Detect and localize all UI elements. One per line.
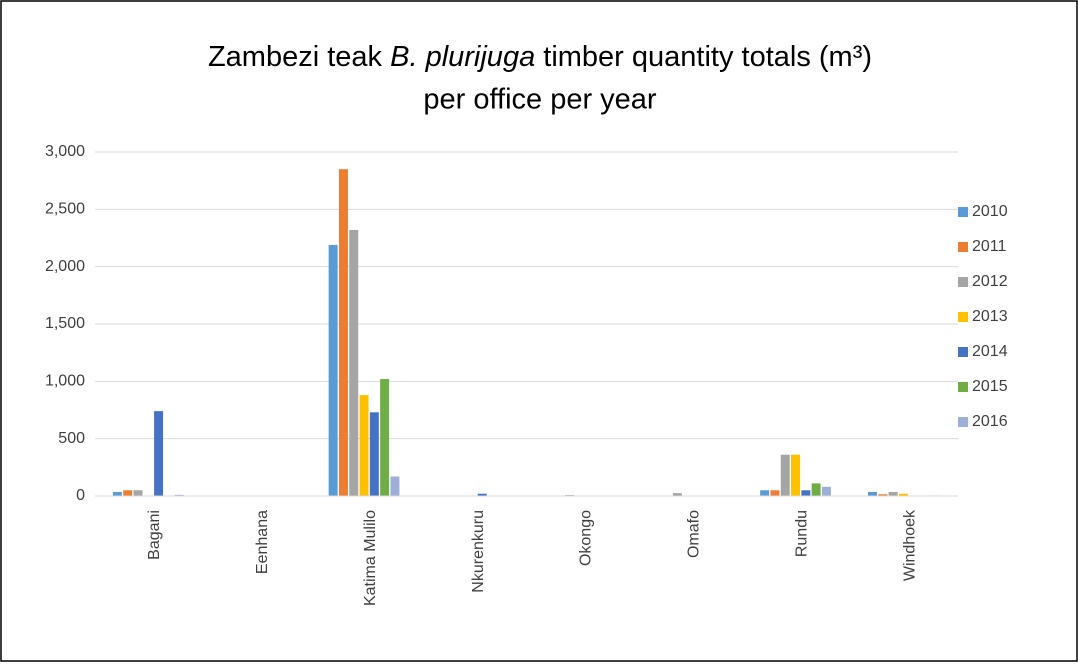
legend-swatch bbox=[958, 277, 968, 287]
bar bbox=[821, 486, 831, 496]
x-tick-label: Nkurenkuru bbox=[470, 510, 487, 593]
bar bbox=[801, 490, 811, 496]
chart-title-line2: per office per year bbox=[423, 84, 657, 116]
x-tick-label: Omafo bbox=[686, 510, 703, 558]
bar bbox=[349, 229, 359, 496]
x-tick-label: Bagani bbox=[146, 510, 163, 560]
bar bbox=[112, 491, 122, 496]
bar bbox=[133, 490, 143, 496]
y-tick-label: 1,000 bbox=[45, 373, 85, 390]
legend-label: 2013 bbox=[972, 308, 1008, 325]
y-tick-label: 2,000 bbox=[45, 258, 85, 275]
y-tick-label: 0 bbox=[76, 487, 85, 504]
bar bbox=[380, 379, 390, 496]
legend-swatch bbox=[958, 347, 968, 357]
y-tick-label: 1,500 bbox=[45, 315, 85, 332]
bar bbox=[328, 244, 338, 496]
legend-swatch bbox=[958, 417, 968, 427]
bar bbox=[760, 490, 770, 496]
bar bbox=[868, 491, 878, 496]
bar bbox=[390, 476, 400, 496]
bar bbox=[369, 412, 379, 496]
bar bbox=[123, 490, 133, 496]
bar bbox=[672, 493, 682, 496]
bar bbox=[791, 454, 801, 496]
legend-swatch bbox=[958, 382, 968, 392]
bar bbox=[888, 491, 898, 496]
x-tick-label: Eenhana bbox=[254, 510, 271, 574]
legend-label: 2016 bbox=[972, 413, 1008, 430]
legend-label: 2014 bbox=[972, 343, 1008, 360]
legend-swatch bbox=[958, 207, 968, 217]
bar bbox=[359, 395, 369, 496]
y-tick-label: 2,500 bbox=[45, 201, 85, 218]
bar bbox=[174, 494, 184, 496]
legend-label: 2012 bbox=[972, 273, 1008, 290]
x-tick-label: Windhoek bbox=[901, 509, 918, 581]
title-italic: B. plurijuga bbox=[390, 41, 535, 73]
y-tick-label: 3,000 bbox=[45, 143, 85, 160]
bar bbox=[338, 169, 348, 496]
legend-swatch bbox=[958, 242, 968, 252]
chart-title: Zambezi teak B. plurijuga timber quantit… bbox=[208, 41, 872, 73]
bar bbox=[898, 493, 908, 496]
x-tick-label: Okongo bbox=[578, 510, 595, 566]
legend-swatch bbox=[958, 312, 968, 322]
bar bbox=[154, 411, 164, 496]
x-tick-label: Katima Mulilo bbox=[362, 510, 379, 606]
bar bbox=[780, 454, 790, 496]
bar bbox=[770, 490, 780, 496]
title-part: timber quantity totals (m³) bbox=[543, 41, 872, 73]
legend-label: 2015 bbox=[972, 378, 1008, 395]
bar bbox=[477, 493, 487, 496]
title-part: Zambezi teak bbox=[208, 41, 383, 73]
y-tick-label: 500 bbox=[58, 430, 85, 447]
legend-label: 2011 bbox=[972, 238, 1007, 255]
bar bbox=[811, 483, 821, 496]
legend-label: 2010 bbox=[972, 203, 1008, 220]
x-tick-label: Rundu bbox=[793, 510, 810, 557]
bar bbox=[878, 494, 888, 496]
